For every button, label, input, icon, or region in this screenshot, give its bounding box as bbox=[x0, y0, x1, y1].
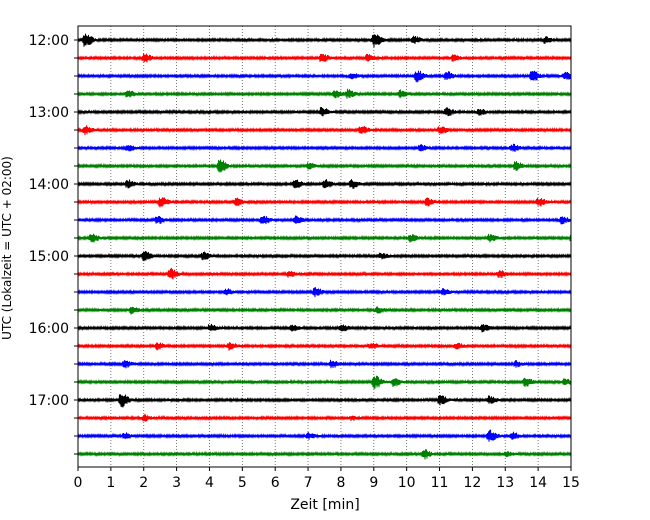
y-tick-label: 13:00 bbox=[29, 105, 69, 121]
seismogram-traces bbox=[77, 33, 572, 460]
x-tick-label: 2 bbox=[139, 475, 148, 491]
seismogram-trace bbox=[77, 306, 572, 315]
seismogram-trace bbox=[77, 159, 572, 173]
seismogram-trace bbox=[77, 88, 572, 99]
seismogram-trace bbox=[77, 359, 572, 369]
seismogram-trace bbox=[77, 449, 572, 460]
seismogram-trace bbox=[77, 429, 572, 442]
seismogram-trace bbox=[77, 215, 572, 225]
seismogram-trace bbox=[77, 143, 572, 152]
x-tick-label: 11 bbox=[431, 475, 449, 491]
seismogram-trace bbox=[77, 251, 572, 262]
seismogram-trace bbox=[77, 125, 572, 136]
seismogram-trace bbox=[77, 267, 572, 280]
y-tick-label: 16:00 bbox=[29, 321, 69, 337]
x-axis-label: Zeit [min] bbox=[290, 497, 359, 513]
x-tick-label: 13 bbox=[496, 475, 514, 491]
seismogram-trace bbox=[77, 33, 572, 48]
x-tick-label: 12 bbox=[463, 475, 481, 491]
y-tick-label: 12:00 bbox=[29, 33, 69, 49]
x-tick-label: 4 bbox=[205, 475, 214, 491]
seismogram-trace bbox=[77, 197, 572, 208]
seismogram-trace bbox=[77, 287, 572, 298]
y-axis-ticks: 12:00 13:00 14:00 15:00 16:00 17:00 bbox=[29, 33, 78, 455]
seismogram-trace bbox=[77, 375, 572, 389]
x-tick-label: 14 bbox=[529, 475, 547, 491]
x-axis-ticks: 0 1 2 3 4 5 6 7 8 9 10 11 12 13 14 15 bbox=[74, 467, 580, 491]
x-tick-label: 0 bbox=[74, 475, 83, 491]
seismogram-trace bbox=[77, 53, 572, 63]
x-tick-label: 3 bbox=[172, 475, 181, 491]
y-tick-label: 15:00 bbox=[29, 249, 69, 265]
x-tick-label: 15 bbox=[562, 475, 580, 491]
seismogram-trace bbox=[77, 70, 572, 83]
seismogram-trace bbox=[77, 179, 572, 189]
x-tick-label: 6 bbox=[271, 475, 280, 491]
y-tick-label: 17:00 bbox=[29, 393, 69, 409]
y-axis-label: UTC (Lokalzeit = UTC + 02:00) bbox=[0, 156, 14, 340]
x-tick-label: 10 bbox=[398, 475, 416, 491]
seismogram-trace bbox=[77, 323, 572, 333]
seismogram-trace bbox=[77, 342, 572, 351]
plot-frame bbox=[77, 25, 572, 468]
x-tick-label: 8 bbox=[336, 475, 345, 491]
x-tick-label: 5 bbox=[238, 475, 247, 491]
seismogram-trace bbox=[77, 414, 572, 422]
x-tick-label: 1 bbox=[106, 475, 115, 491]
seismogram-trace bbox=[77, 106, 572, 117]
y-tick-label: 14:00 bbox=[29, 177, 69, 193]
x-tick-label: 7 bbox=[304, 475, 313, 491]
x-tick-label: 9 bbox=[369, 475, 378, 491]
seismogram-trace bbox=[77, 233, 572, 243]
seismogram-trace bbox=[77, 394, 572, 408]
